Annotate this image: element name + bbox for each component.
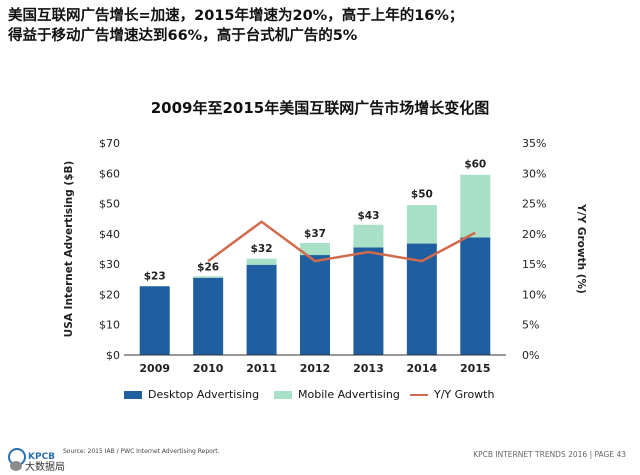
y2-tick-label: 25% bbox=[522, 198, 546, 211]
y-tick-label: $50 bbox=[99, 198, 120, 211]
y2-tick-label: 15% bbox=[522, 258, 546, 271]
mobile-bar bbox=[353, 224, 384, 248]
legend-label-mobile: Mobile Advertising bbox=[298, 388, 400, 401]
y2-tick-label: 35% bbox=[522, 137, 546, 150]
mobile-bar bbox=[300, 242, 330, 256]
desktop-bar bbox=[193, 277, 224, 355]
x-tick-label: 2013 bbox=[353, 362, 384, 375]
x-tick-label: 2012 bbox=[300, 362, 331, 375]
y-tick-label: $70 bbox=[99, 137, 120, 150]
source-note: Source: 2015 IAB / PWC Internet Advertis… bbox=[63, 448, 220, 455]
y-tick-label: $30 bbox=[99, 258, 120, 271]
x-tick-label: 2009 bbox=[139, 362, 170, 375]
bar-total-label: $32 bbox=[251, 243, 273, 255]
y-tick-label: $60 bbox=[99, 167, 120, 180]
wechat-label: 大数据局 bbox=[25, 462, 65, 473]
page-footer: KPCB INTERNET TRENDS 2016 | PAGE 43 bbox=[473, 450, 626, 459]
bar-total-label: $50 bbox=[411, 189, 433, 201]
desktop-bar bbox=[353, 247, 384, 355]
y-tick-label: $0 bbox=[106, 349, 120, 362]
legend-swatch-desktop bbox=[124, 390, 142, 399]
headline-line-1: 美国互联网广告增长=加速，2015年增速为20%，高于上年的16%； bbox=[8, 8, 464, 24]
y-tick-label: $20 bbox=[99, 288, 120, 301]
legend-item-desktop: Desktop Advertising bbox=[124, 388, 259, 401]
x-tick-label: 2011 bbox=[246, 362, 277, 375]
wechat-icon bbox=[10, 460, 22, 471]
desktop-bar bbox=[139, 286, 170, 355]
bar-total-label: $60 bbox=[464, 158, 486, 170]
legend-item-growth: Y/Y Growth bbox=[410, 388, 494, 401]
mobile-bar bbox=[193, 276, 224, 278]
x-tick-label: 2010 bbox=[193, 362, 224, 375]
legend-label-desktop: Desktop Advertising bbox=[148, 388, 260, 401]
y2-axis-title: Y/Y Growth (%) bbox=[575, 203, 587, 294]
y-axis-title: USA Internet Advertising ($B) bbox=[63, 161, 75, 338]
y-tick-label: $40 bbox=[99, 228, 120, 241]
y2-tick-label: 20% bbox=[522, 228, 546, 241]
x-tick-label: 2015 bbox=[460, 362, 491, 375]
y2-tick-label: 0% bbox=[522, 349, 539, 362]
kpcb-logo-text: KPCB bbox=[28, 452, 56, 462]
desktop-bar bbox=[300, 255, 330, 355]
desktop-bar bbox=[246, 264, 277, 355]
legend-swatch-mobile bbox=[274, 390, 292, 399]
y2-tick-label: 10% bbox=[522, 288, 546, 301]
y2-tick-label: 30% bbox=[522, 167, 546, 180]
desktop-bar bbox=[460, 237, 491, 355]
mobile-bar bbox=[406, 205, 437, 244]
headline-line-2: 得益于移动广告增速达到66%，高于台式机广告的5% bbox=[8, 28, 358, 44]
mobile-bar bbox=[246, 258, 277, 265]
bar-total-label: $37 bbox=[304, 228, 326, 240]
legend-swatch-growth bbox=[410, 393, 428, 396]
bar-total-label: $26 bbox=[197, 261, 219, 273]
mobile-bar bbox=[460, 174, 491, 238]
growth-line bbox=[207, 220, 476, 263]
chart-title: 2009年至2015年美国互联网广告市场增长变化图 bbox=[150, 99, 490, 117]
legend-item-mobile: Mobile Advertising bbox=[274, 388, 400, 401]
headline: 美国互联网广告增长=加速，2015年增速为20%，高于上年的16%； 得益于移动… bbox=[8, 6, 628, 46]
x-tick-label: 2014 bbox=[407, 362, 438, 375]
y-tick-label: $10 bbox=[99, 319, 120, 332]
y2-tick-label: 5% bbox=[522, 319, 539, 332]
legend-label-growth: Y/Y Growth bbox=[434, 388, 495, 401]
bar-total-label: $23 bbox=[144, 270, 166, 282]
bar-total-label: $43 bbox=[357, 210, 379, 222]
wechat-watermark: 大数据局 bbox=[10, 458, 65, 473]
